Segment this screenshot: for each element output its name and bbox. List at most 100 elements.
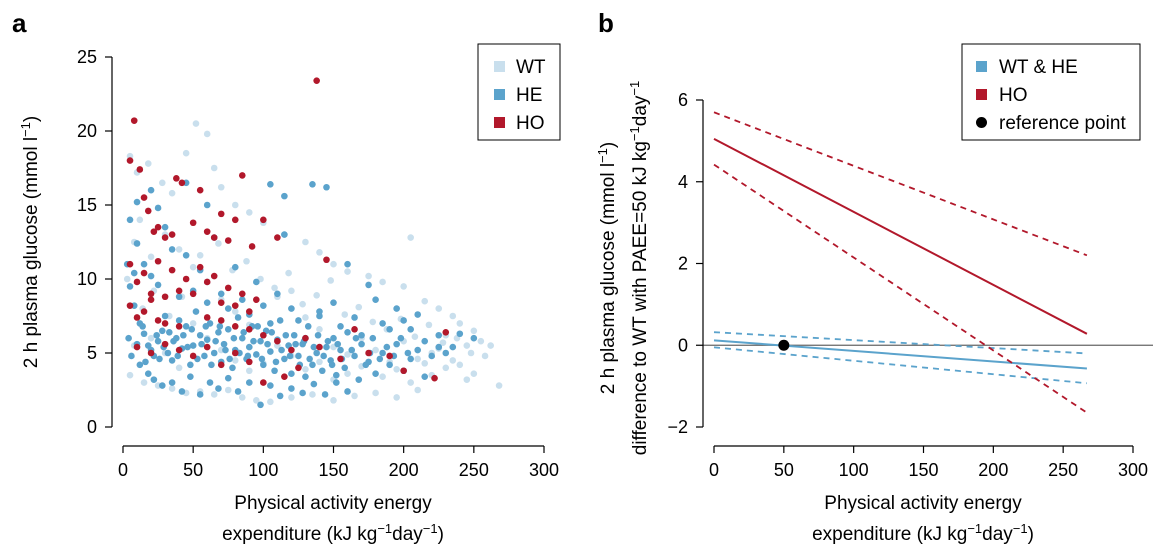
y-tick-label: 10 bbox=[77, 269, 97, 289]
point-ho bbox=[295, 364, 302, 372]
point-wt bbox=[136, 216, 144, 224]
point-ho bbox=[168, 231, 176, 238]
point-wt bbox=[313, 291, 320, 299]
panel-a-y-ticks: 0 5 10 15 20 25 bbox=[77, 47, 112, 437]
point-he bbox=[192, 308, 200, 315]
point-wt bbox=[379, 373, 386, 380]
point-ho bbox=[217, 317, 225, 324]
point-he bbox=[168, 379, 176, 386]
point-he bbox=[142, 358, 149, 366]
x-tick-label: 50 bbox=[183, 460, 203, 480]
point-he bbox=[386, 326, 393, 333]
point-he bbox=[302, 373, 309, 380]
point-ho bbox=[231, 349, 239, 357]
legend-label-reference-point: reference point bbox=[999, 113, 1126, 134]
x-tick-label: 300 bbox=[529, 460, 559, 480]
point-ho bbox=[260, 216, 267, 224]
point-he bbox=[281, 192, 288, 200]
panel-b-legend-box bbox=[961, 43, 1141, 141]
point-wt bbox=[411, 333, 419, 341]
point-he bbox=[196, 391, 204, 398]
y-tick-label: 25 bbox=[77, 47, 97, 67]
point-ho bbox=[231, 216, 239, 224]
point-he bbox=[318, 367, 326, 375]
point-he bbox=[166, 328, 173, 336]
point-ho bbox=[140, 308, 148, 315]
point-he bbox=[414, 346, 422, 354]
point-ho bbox=[161, 340, 169, 348]
point-wt bbox=[393, 394, 400, 401]
point-wt bbox=[327, 277, 334, 284]
point-wt bbox=[425, 321, 433, 329]
point-he bbox=[222, 346, 229, 354]
point-he bbox=[351, 314, 358, 321]
panel-a-x-label-line1: Physical activity energy bbox=[234, 493, 432, 514]
point-wt bbox=[253, 397, 260, 404]
point-he bbox=[299, 389, 306, 397]
point-he bbox=[309, 180, 316, 188]
point-he bbox=[397, 334, 405, 342]
point-ho bbox=[231, 302, 239, 309]
x-tick-label: 0 bbox=[709, 460, 719, 480]
y-tick-label: 0 bbox=[678, 335, 688, 355]
point-he bbox=[306, 355, 313, 363]
point-he bbox=[379, 349, 386, 357]
legend-label-ho: HO bbox=[999, 85, 1028, 106]
point-wt bbox=[267, 398, 274, 406]
point-he bbox=[189, 342, 197, 349]
point-he bbox=[334, 340, 342, 348]
point-he bbox=[168, 357, 176, 364]
point-ho bbox=[168, 266, 176, 274]
point-he bbox=[182, 323, 190, 330]
point-ho bbox=[161, 234, 169, 241]
point-wt bbox=[351, 392, 358, 400]
point-he bbox=[404, 349, 412, 357]
ci-upper-ho bbox=[713, 111, 1088, 257]
point-ho bbox=[246, 358, 253, 366]
point-wt bbox=[407, 379, 414, 386]
y-tick-label: 15 bbox=[77, 195, 97, 215]
point-ho bbox=[126, 302, 134, 309]
point-wt bbox=[344, 370, 351, 378]
fit-line-wt-he bbox=[713, 339, 1087, 370]
point-he bbox=[456, 330, 464, 338]
point-he bbox=[288, 370, 295, 378]
point-wt bbox=[330, 397, 337, 404]
point-wt bbox=[442, 364, 450, 372]
point-he bbox=[288, 385, 295, 392]
point-he bbox=[355, 376, 363, 383]
point-he bbox=[324, 337, 332, 345]
point-he bbox=[125, 334, 132, 342]
point-wt bbox=[192, 120, 200, 127]
point-he bbox=[161, 223, 169, 231]
point-wt bbox=[467, 349, 475, 357]
point-he bbox=[295, 317, 302, 324]
point-he bbox=[187, 373, 194, 380]
panel-b-x-label-line2: expenditure (kJ kg−1day−1) bbox=[812, 521, 1034, 545]
point-he bbox=[178, 388, 186, 395]
point-he bbox=[253, 278, 260, 286]
point-ho bbox=[281, 373, 288, 380]
point-wt bbox=[365, 272, 372, 280]
point-ho bbox=[175, 346, 183, 354]
y-tick-label: 4 bbox=[678, 172, 688, 192]
x-tick-label: 200 bbox=[978, 460, 1008, 480]
panel-b: b 0 50 100 150 200 250 300 −2 0 2 4 6 Physical act… bbox=[595, 8, 1153, 545]
point-he bbox=[133, 198, 141, 206]
panel-a-legend: WT HE HO bbox=[477, 43, 561, 141]
point-ho bbox=[246, 308, 253, 315]
point-ho bbox=[274, 337, 281, 345]
point-ho bbox=[288, 346, 295, 354]
point-he bbox=[257, 401, 264, 409]
point-he bbox=[203, 201, 211, 209]
point-wt bbox=[203, 130, 211, 138]
point-he bbox=[206, 379, 214, 386]
point-wt bbox=[439, 339, 447, 346]
point-he bbox=[304, 323, 312, 330]
point-he bbox=[341, 364, 349, 372]
point-he bbox=[276, 317, 284, 324]
x-tick-label: 100 bbox=[839, 460, 869, 480]
point-ho bbox=[246, 326, 253, 333]
point-wt bbox=[481, 352, 489, 360]
